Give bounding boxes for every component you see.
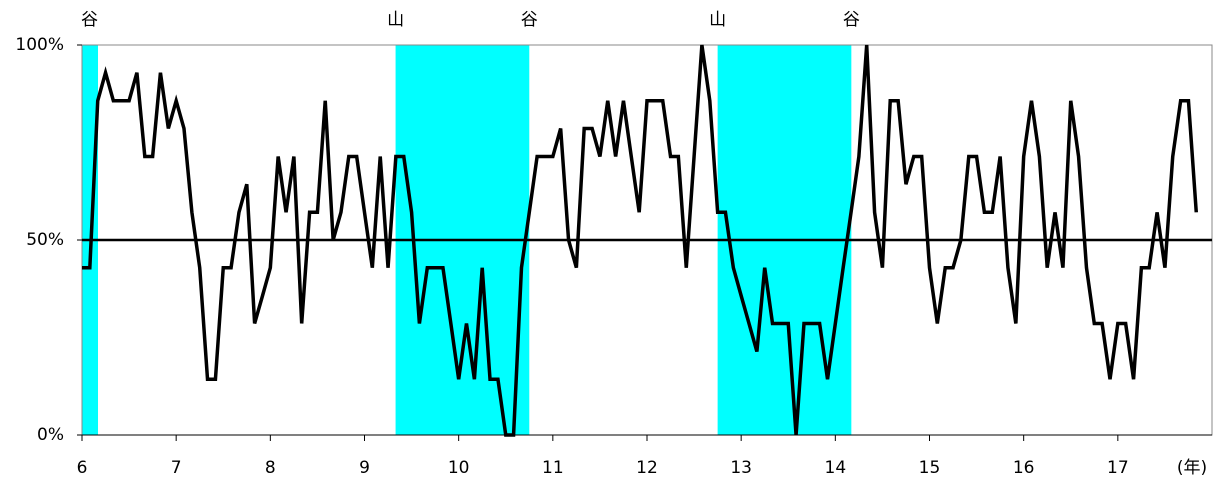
turning-point-label: 谷: [521, 10, 538, 30]
x-tick-label: 12: [636, 458, 658, 478]
turning-point-label: 山: [387, 10, 404, 30]
y-tick-label: 50%: [26, 230, 64, 250]
x-axis-label: (年): [1177, 458, 1207, 478]
x-tick-label: 13: [730, 458, 752, 478]
x-tick-label: 8: [265, 458, 276, 478]
x-tick-label: 17: [1107, 458, 1129, 478]
x-tick-label: 14: [825, 458, 847, 478]
y-tick-label: 0%: [37, 425, 64, 445]
x-tick-label: 10: [448, 458, 470, 478]
data-line: [82, 44, 1199, 437]
x-tick-label: 11: [542, 458, 564, 478]
turning-point-label: 山: [709, 10, 726, 30]
y-tick-label: 100%: [15, 35, 64, 55]
turning-point-label: 谷: [843, 10, 860, 30]
x-tick-label: 9: [359, 458, 370, 478]
x-tick-label: 7: [171, 458, 182, 478]
x-tick-label: 15: [919, 458, 941, 478]
x-tick-label: 6: [77, 458, 88, 478]
x-tick-label: 16: [1013, 458, 1035, 478]
turning-point-label: 谷: [81, 10, 98, 30]
